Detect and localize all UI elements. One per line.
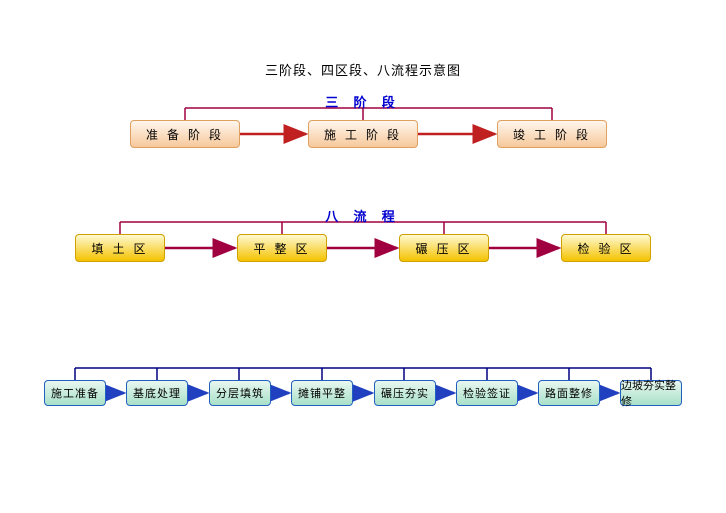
flow-node: 检 验 区 xyxy=(561,234,651,262)
flow-node: 分层填筑 xyxy=(209,380,271,406)
flow-node: 基底处理 xyxy=(126,380,188,406)
flow-node: 施工准备 xyxy=(44,380,106,406)
flow-node: 准 备 阶 段 xyxy=(130,120,240,148)
flow-node: 碾 压 区 xyxy=(399,234,489,262)
flow-node: 施 工 阶 段 xyxy=(308,120,418,148)
flow-node: 平 整 区 xyxy=(237,234,327,262)
flow-node: 路面整修 xyxy=(538,380,600,406)
flow-node: 碾压夯实 xyxy=(374,380,436,406)
section-title: 八 流 程 xyxy=(0,206,726,225)
flow-node: 边坡夯实整修 xyxy=(620,380,682,406)
flow-node: 竣 工 阶 段 xyxy=(497,120,607,148)
page-title: 三阶段、四区段、八流程示意图 xyxy=(0,60,726,79)
flow-node: 摊铺平整 xyxy=(291,380,353,406)
flow-node: 填 土 区 xyxy=(75,234,165,262)
section-title: 三 阶 段 xyxy=(0,92,726,111)
flow-node: 检验签证 xyxy=(456,380,518,406)
